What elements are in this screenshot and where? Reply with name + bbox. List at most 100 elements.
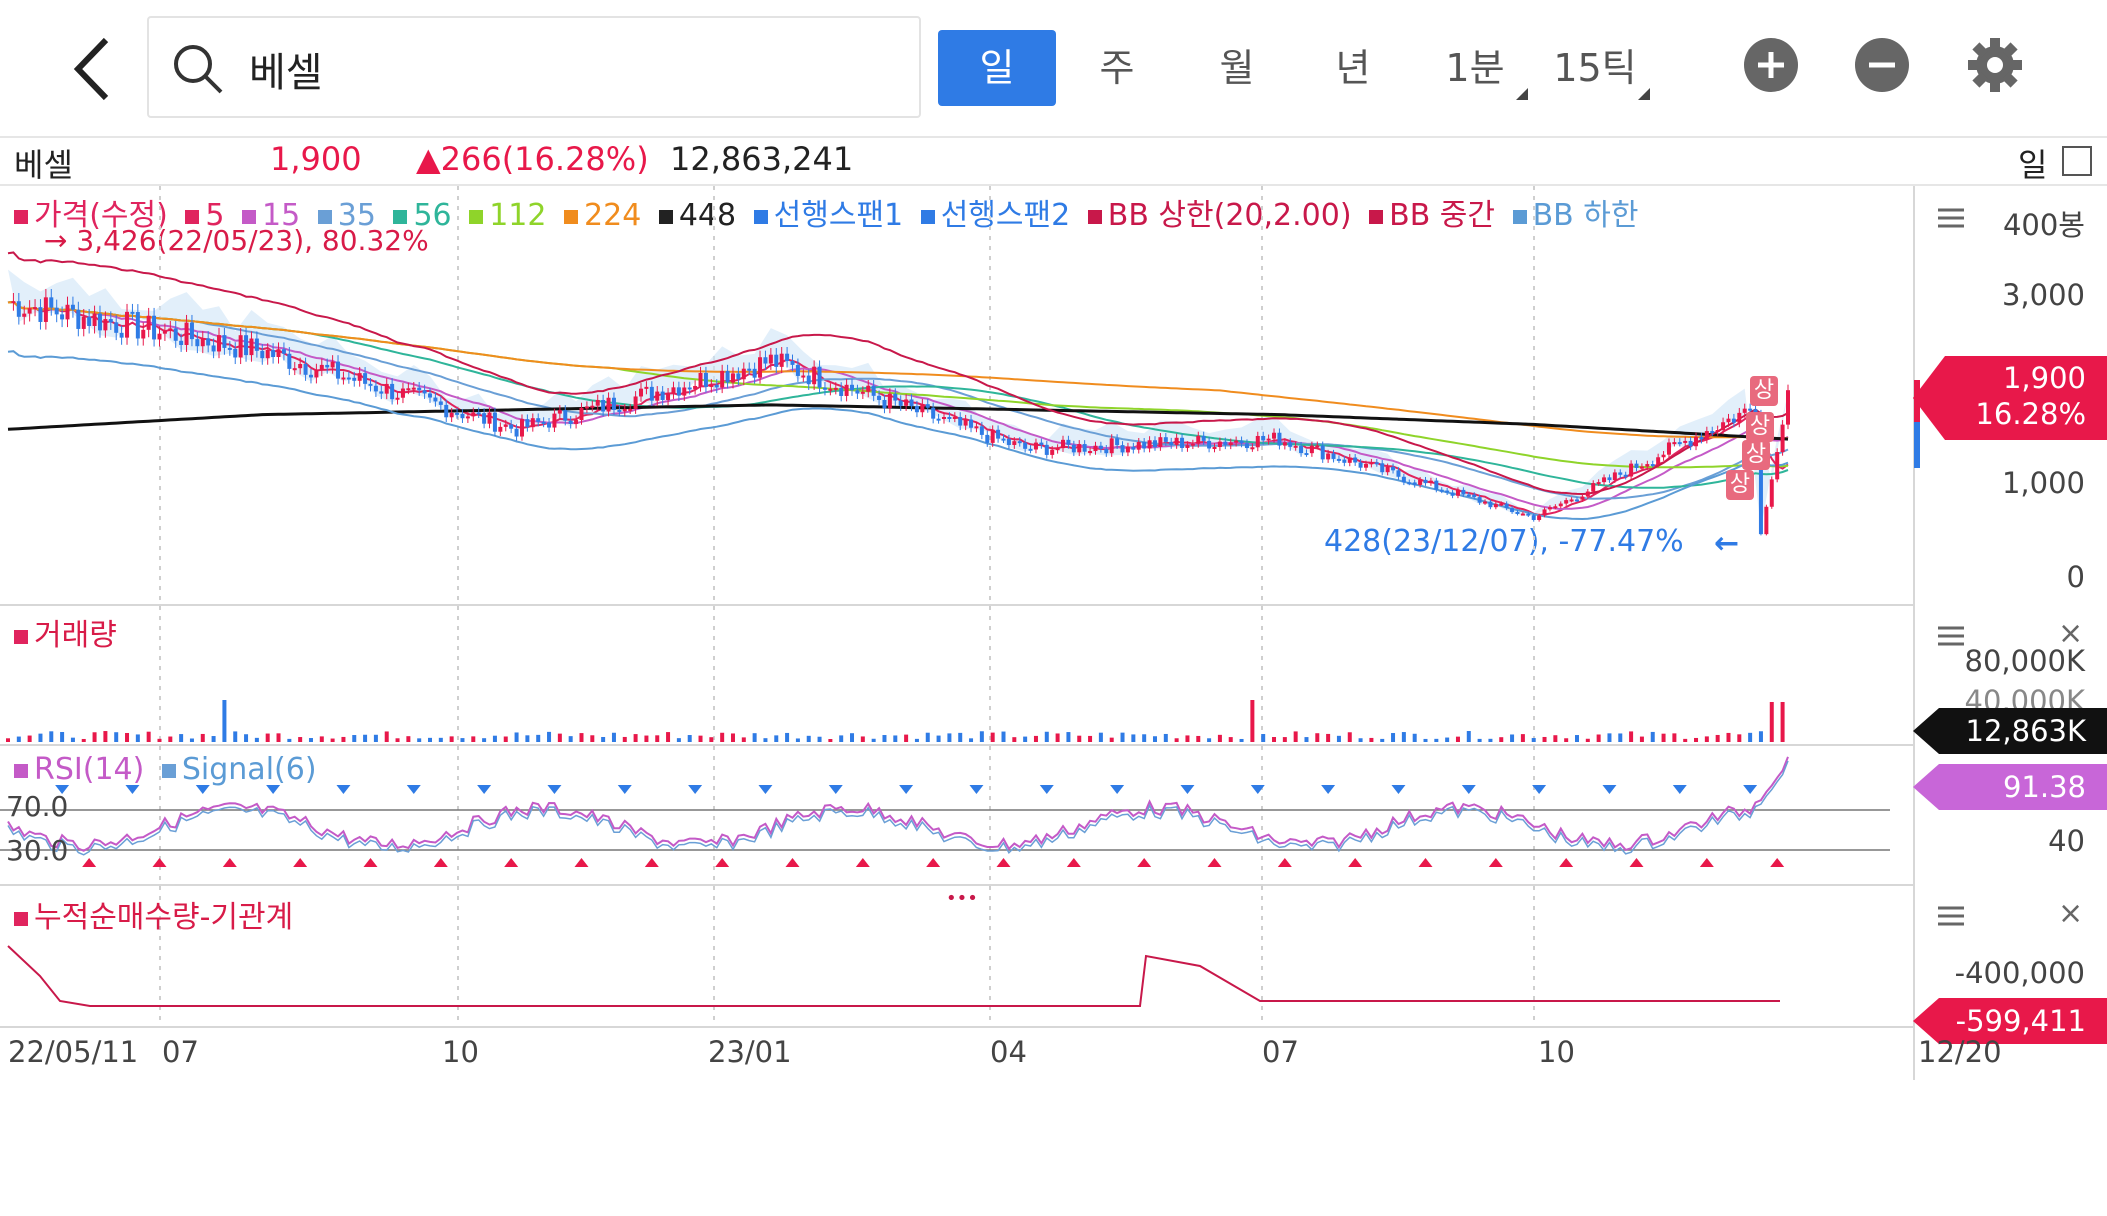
candle-body [579, 407, 584, 421]
candle-body [390, 383, 395, 400]
candle-body [1028, 448, 1033, 451]
candle-body [1699, 436, 1704, 440]
candle-body [812, 366, 817, 385]
volume-bar [1466, 731, 1471, 742]
candle-body [1574, 499, 1579, 502]
volume-bar [308, 738, 313, 742]
candle-body [1542, 509, 1547, 516]
price-change: ▲266(16.28%) [416, 140, 649, 178]
volume-bar [1585, 738, 1590, 742]
candle-body [1629, 463, 1634, 477]
candle-body [1342, 459, 1347, 463]
candle-body [747, 368, 752, 371]
candle-body [287, 353, 292, 369]
gear-icon [1968, 38, 2022, 92]
candle-body [1407, 482, 1412, 485]
buy-signal-arrow [1066, 858, 1081, 867]
volume-bar [482, 738, 487, 742]
candle-body [152, 315, 157, 340]
volume-bar [70, 737, 75, 742]
search-icon [174, 45, 223, 94]
search-box[interactable]: 베셀 [147, 16, 921, 118]
candle-body [758, 357, 763, 378]
zoom-out-button[interactable] [1855, 38, 1909, 92]
candle-body [563, 410, 568, 421]
institution-panel-menu-icon[interactable] [1938, 906, 1964, 926]
candle-body [1450, 492, 1455, 496]
tab-minute[interactable]: 1분 [1430, 30, 1528, 106]
candle-body [1423, 479, 1428, 484]
volume-bar [1455, 736, 1460, 742]
candle-body [822, 387, 827, 390]
price-range-marker [1914, 380, 1920, 422]
candle-body [238, 335, 243, 358]
volume-bar [676, 738, 681, 742]
tab-tick[interactable]: 15틱 [1548, 30, 1650, 106]
candle-body [898, 400, 903, 406]
candle-body [1677, 442, 1682, 445]
candle-body [1336, 458, 1341, 461]
buy-signal-arrow [996, 858, 1011, 867]
zoom-in-button[interactable] [1744, 38, 1798, 92]
institution-flag-value: -599,411 [1955, 1004, 2086, 1038]
candle-body [1115, 438, 1120, 446]
price-panel-menu-icon[interactable] [1938, 208, 1964, 228]
candle-body [606, 397, 611, 412]
volume-bar [146, 731, 151, 742]
candle-body [1288, 442, 1293, 447]
panel-divider [0, 744, 1913, 746]
candle-body [1510, 508, 1515, 512]
candle-body [1255, 435, 1260, 448]
volume-bar [871, 738, 876, 742]
candle-body [974, 426, 979, 429]
volume-bar [1163, 733, 1168, 742]
candle-body [184, 322, 189, 345]
tab-month[interactable]: 월 [1219, 46, 1255, 90]
candle-body [969, 419, 974, 428]
volume-bar [60, 732, 65, 742]
volume-panel-menu-icon[interactable] [1938, 626, 1964, 646]
candle-body [49, 297, 54, 308]
candle-body [1780, 424, 1785, 452]
stock-chart[interactable] [0, 186, 1913, 1216]
volume-bar [1239, 738, 1244, 742]
volume-bar [514, 732, 519, 742]
volume-bar [1044, 731, 1049, 742]
volume-panel-close-icon[interactable]: × [2058, 616, 2084, 651]
candle-body [1109, 438, 1114, 454]
search-input[interactable]: 베셀 [249, 50, 323, 96]
volume-bar [1347, 732, 1352, 742]
volume-bar [1120, 732, 1125, 742]
candle-body [828, 388, 833, 391]
settings-button[interactable] [1966, 36, 2024, 94]
institution-panel-close-icon[interactable]: × [2058, 896, 2084, 931]
candle-body [1683, 440, 1688, 443]
tab-year[interactable]: 년 [1335, 46, 1371, 90]
candle-body [1569, 499, 1574, 502]
x-axis-label: 10 [1538, 1035, 1575, 1069]
candle-body [639, 388, 644, 397]
candle-body [108, 319, 113, 323]
back-chevron-icon[interactable] [68, 34, 138, 114]
candle-body [368, 383, 373, 386]
candle-body [1006, 438, 1011, 445]
limit-up-badge: 상 [1742, 440, 1770, 470]
candle-body [135, 312, 140, 339]
volume-bar [1780, 702, 1785, 742]
limit-up-badge: 상 [1726, 470, 1754, 500]
tab-week[interactable]: 주 [1099, 46, 1135, 90]
volume-bar [1315, 733, 1320, 742]
low-annotation: 428(23/12/07), -77.47% [1324, 524, 1684, 559]
candle-body [882, 399, 887, 409]
candle-body [866, 385, 871, 392]
more-signals-dots[interactable]: ••• [946, 888, 978, 909]
fullscreen-toggle[interactable] [2062, 146, 2092, 176]
candle-body [958, 416, 963, 426]
volume-bar [319, 736, 324, 742]
candle-body [817, 366, 822, 388]
tab-day[interactable]: 일 [938, 30, 1056, 106]
candle-body [54, 307, 59, 315]
legend-ma56: 56 [393, 198, 452, 233]
candle-body [314, 369, 319, 378]
candle-body [1207, 440, 1212, 449]
